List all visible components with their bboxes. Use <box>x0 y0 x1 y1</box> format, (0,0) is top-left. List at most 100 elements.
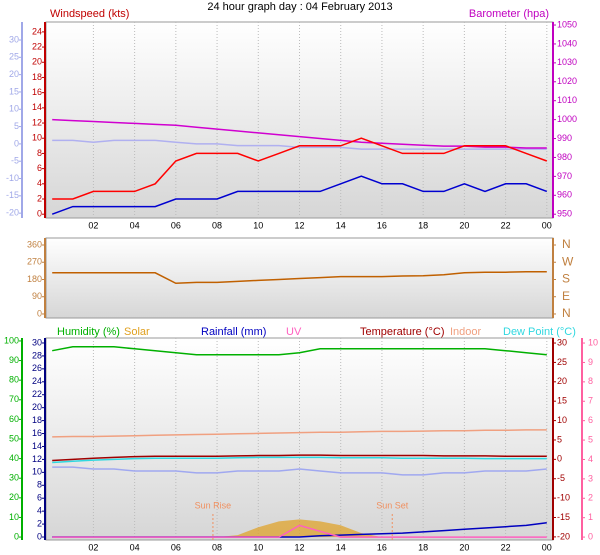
y-tick-label: 10 <box>32 467 42 477</box>
y-tick-label: 2 <box>37 518 42 528</box>
y-tick-label: 16 <box>32 428 42 438</box>
y-tick-label: 0 <box>37 209 42 219</box>
annotation: Sun Rise <box>195 500 232 510</box>
y-tick-label: 12 <box>32 117 42 127</box>
y-tick-label: 1020 <box>557 76 577 86</box>
y-tick-label: 24 <box>32 376 42 386</box>
legend-entry: Rainfall (mm) <box>201 326 266 338</box>
x-tick-label: 22 <box>501 220 511 230</box>
y-tick-label: 990 <box>557 133 572 143</box>
y-tick-label: 40 <box>9 453 19 463</box>
series-line <box>52 456 547 464</box>
legend-entry: Solar <box>124 326 150 338</box>
y-tick-label: E <box>562 289 570 303</box>
legend-entry: UV <box>286 326 302 338</box>
legend-entry: Indoor <box>450 326 482 338</box>
y-tick-label: 180 <box>27 274 42 284</box>
y-tick-label: S <box>562 272 570 286</box>
y-tick-label: 22 <box>32 389 42 399</box>
x-tick-label: 14 <box>336 220 346 230</box>
axis-title: Barometer (hpa) <box>469 8 549 20</box>
y-tick-label: 10 <box>9 512 19 522</box>
x-tick-label: 22 <box>501 542 511 552</box>
x-tick-label: 12 <box>294 542 304 552</box>
y-tick-label: 0 <box>37 531 42 541</box>
x-tick-label: 08 <box>212 542 222 552</box>
y-tick-label: 8 <box>37 480 42 490</box>
y-tick-label: -10 <box>557 493 570 503</box>
x-tick-label: 16 <box>377 542 387 552</box>
y-tick-label: W <box>562 254 574 268</box>
y-tick-label: 970 <box>557 171 572 181</box>
y-tick-label: 70 <box>9 394 19 404</box>
y-tick-label: 5 <box>557 434 562 444</box>
x-tick-label: 18 <box>418 542 428 552</box>
x-tick-label: 20 <box>459 220 469 230</box>
x-tick-label: 02 <box>88 542 98 552</box>
y-tick-label: 950 <box>557 209 572 219</box>
y-tick-label: 100 <box>4 335 19 345</box>
y-tick-label: 1040 <box>557 38 577 48</box>
y-tick-label: 1030 <box>557 57 577 67</box>
y-tick-label: 3 <box>588 473 593 483</box>
y-tick-label: 50 <box>9 433 19 443</box>
series-line <box>52 137 548 200</box>
y-tick-label: N <box>562 306 571 320</box>
chart-title: 24 hour graph day : 04 February 2013 <box>207 1 392 13</box>
y-tick-label: 1050 <box>557 19 577 29</box>
y-tick-label: 0 <box>14 531 19 541</box>
y-tick-label: 360 <box>27 239 42 249</box>
x-tick-label: 16 <box>377 220 387 230</box>
y-tick-label: 15 <box>9 86 19 96</box>
series-line <box>52 466 547 476</box>
y-tick-label: -5 <box>11 156 19 166</box>
y-tick-label: 10 <box>9 104 19 114</box>
y-tick-label: 12 <box>32 454 42 464</box>
y-tick-label: 14 <box>32 441 42 451</box>
y-tick-label: 80 <box>9 375 19 385</box>
y-tick-label: 10 <box>32 133 42 143</box>
y-tick-label: -10 <box>6 173 19 183</box>
y-tick-label: 0 <box>557 454 562 464</box>
y-tick-label: 20 <box>9 492 19 502</box>
y-tick-label: 20 <box>9 69 19 79</box>
y-tick-label: 30 <box>32 337 42 347</box>
y-tick-label: 16 <box>32 87 42 97</box>
y-tick-label: 6 <box>37 493 42 503</box>
series-line <box>52 429 547 438</box>
x-tick-label: 00 <box>542 220 552 230</box>
y-tick-label: 90 <box>9 355 19 365</box>
y-tick-label: 1 <box>588 512 593 522</box>
y-tick-label: 2 <box>588 493 593 503</box>
series-line <box>52 524 547 538</box>
y-tick-label: 30 <box>9 473 19 483</box>
annotation: Sun Set <box>376 500 409 510</box>
y-tick-label: 0 <box>588 531 593 541</box>
y-tick-label: 4 <box>588 454 593 464</box>
y-tick-label: 25 <box>9 52 19 62</box>
x-tick-label: 04 <box>130 542 140 552</box>
y-tick-label: 10 <box>588 337 598 347</box>
y-tick-label: 4 <box>37 506 42 516</box>
y-tick-label: -20 <box>557 531 570 541</box>
y-tick-label: 8 <box>37 148 42 158</box>
y-tick-label: -20 <box>6 208 19 218</box>
y-tick-label: 5 <box>588 434 593 444</box>
y-tick-label: 5 <box>14 121 19 131</box>
y-tick-label: 22 <box>32 41 42 51</box>
y-tick-label: N <box>562 237 571 251</box>
y-tick-label: 9 <box>588 357 593 367</box>
y-tick-label: 1000 <box>557 114 577 124</box>
x-tick-label: 20 <box>459 542 469 552</box>
y-tick-label: 2 <box>37 193 42 203</box>
y-tick-label: 20 <box>32 57 42 67</box>
series-line <box>51 175 548 215</box>
y-tick-label: 980 <box>557 152 572 162</box>
y-tick-label: 30 <box>9 34 19 44</box>
x-tick-label: 06 <box>171 542 181 552</box>
y-tick-label: 90 <box>32 291 42 301</box>
y-tick-label: 26 <box>32 363 42 373</box>
y-tick-label: 270 <box>27 257 42 267</box>
y-tick-label: 14 <box>32 102 42 112</box>
